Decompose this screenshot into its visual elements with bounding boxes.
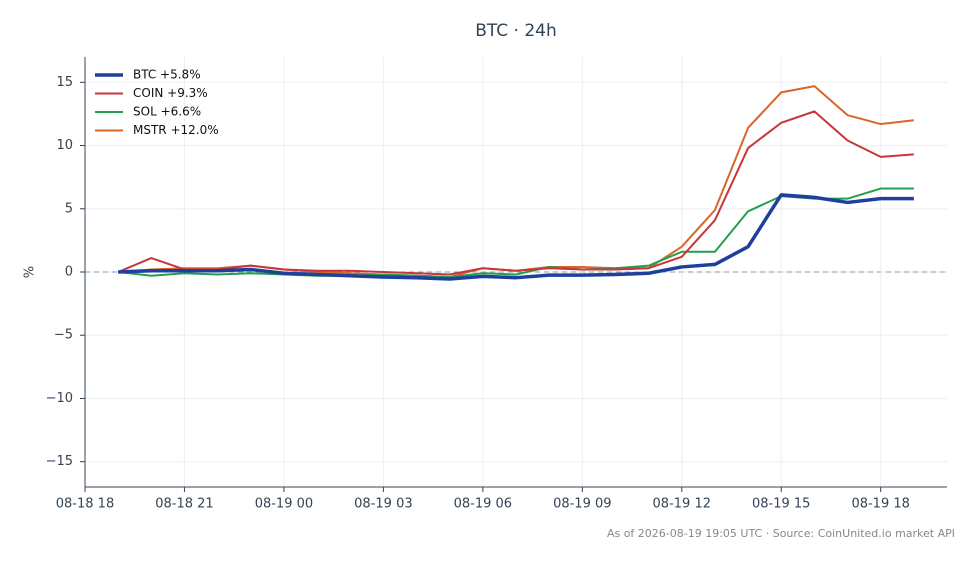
legend-label: COIN +9.3% bbox=[133, 86, 208, 100]
y-tick-label: 0 bbox=[65, 265, 73, 280]
y-tick-label: −15 bbox=[46, 454, 73, 469]
x-tick-label: 08-18 21 bbox=[155, 497, 213, 512]
y-axis-label: % bbox=[23, 266, 38, 278]
y-tick-label: −10 bbox=[46, 391, 73, 406]
y-tick-label: 15 bbox=[56, 75, 73, 90]
x-tick-label: 08-19 18 bbox=[851, 497, 909, 512]
x-tick-label: 08-19 00 bbox=[255, 497, 313, 512]
chart-title: BTC · 24h bbox=[475, 21, 557, 41]
series-line bbox=[117, 110, 914, 276]
y-tick-label: −5 bbox=[54, 328, 73, 343]
series-line bbox=[118, 85, 914, 279]
x-tick-label: 08-18 18 bbox=[56, 497, 114, 512]
legend-label: MSTR +12.0% bbox=[133, 123, 219, 137]
x-tick-label: 08-19 03 bbox=[354, 497, 412, 512]
legend-label: SOL +6.6% bbox=[133, 105, 201, 119]
x-tick-label: 08-19 06 bbox=[454, 497, 512, 512]
y-tick-label: 10 bbox=[56, 138, 73, 153]
series-line bbox=[118, 187, 914, 279]
x-tick-label: 08-19 09 bbox=[553, 497, 611, 512]
footnote: As of 2026-08-19 19:05 UTC · Source: Coi… bbox=[607, 527, 955, 540]
legend-label: BTC +5.8% bbox=[133, 68, 201, 82]
x-tick-label: 08-19 12 bbox=[653, 497, 711, 512]
y-tick-label: 5 bbox=[65, 201, 73, 216]
series-line bbox=[118, 193, 914, 281]
x-tick-label: 08-19 15 bbox=[752, 497, 810, 512]
